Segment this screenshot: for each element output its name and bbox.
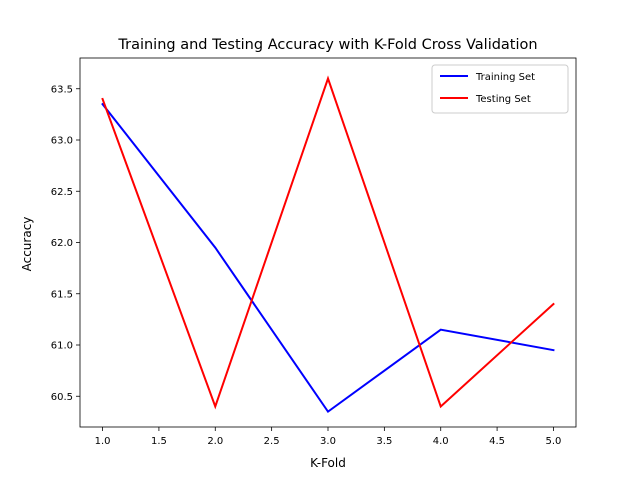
y-tick-label: 62.5 — [51, 187, 73, 198]
legend: Training Set Testing Set — [431, 64, 569, 114]
series-line-testing — [101, 75, 555, 410]
series-line-training — [101, 102, 555, 414]
y-tick-label: 62.0 — [51, 238, 73, 249]
x-tick-label: 3.5 — [376, 436, 392, 447]
series-layer — [101, 75, 555, 414]
x-tick-label: 4.5 — [489, 436, 505, 447]
x-tick-label: 1.0 — [95, 436, 111, 447]
x-tick-label: 2.5 — [264, 436, 280, 447]
y-tick-label: 63.0 — [51, 136, 73, 147]
y-tick-label: 63.5 — [51, 84, 73, 95]
x-axis: 1.0 1.5 2.0 2.5 3.0 3.5 4.0 4.5 5.0 — [95, 427, 562, 447]
y-tick-label: 60.5 — [51, 392, 73, 403]
chart-title: Training and Testing Accuracy with K-Fol… — [117, 37, 537, 53]
y-axis: 60.5 61.0 61.5 62.0 62.5 63.0 63.5 — [51, 84, 80, 403]
x-tick-label: 1.5 — [151, 436, 167, 447]
y-axis-label: Accuracy — [20, 217, 34, 272]
y-tick-label: 61.5 — [51, 289, 73, 300]
y-tick-label: 61.0 — [51, 341, 73, 352]
legend-entry-label: Training Set — [475, 72, 535, 83]
x-axis-label: K-Fold — [310, 456, 346, 470]
legend-entry-label: Testing Set — [475, 94, 531, 105]
x-tick-label: 4.0 — [433, 436, 449, 447]
x-tick-label: 3.0 — [320, 436, 336, 447]
x-tick-label: 2.0 — [207, 436, 223, 447]
x-tick-label: 5.0 — [546, 436, 562, 447]
